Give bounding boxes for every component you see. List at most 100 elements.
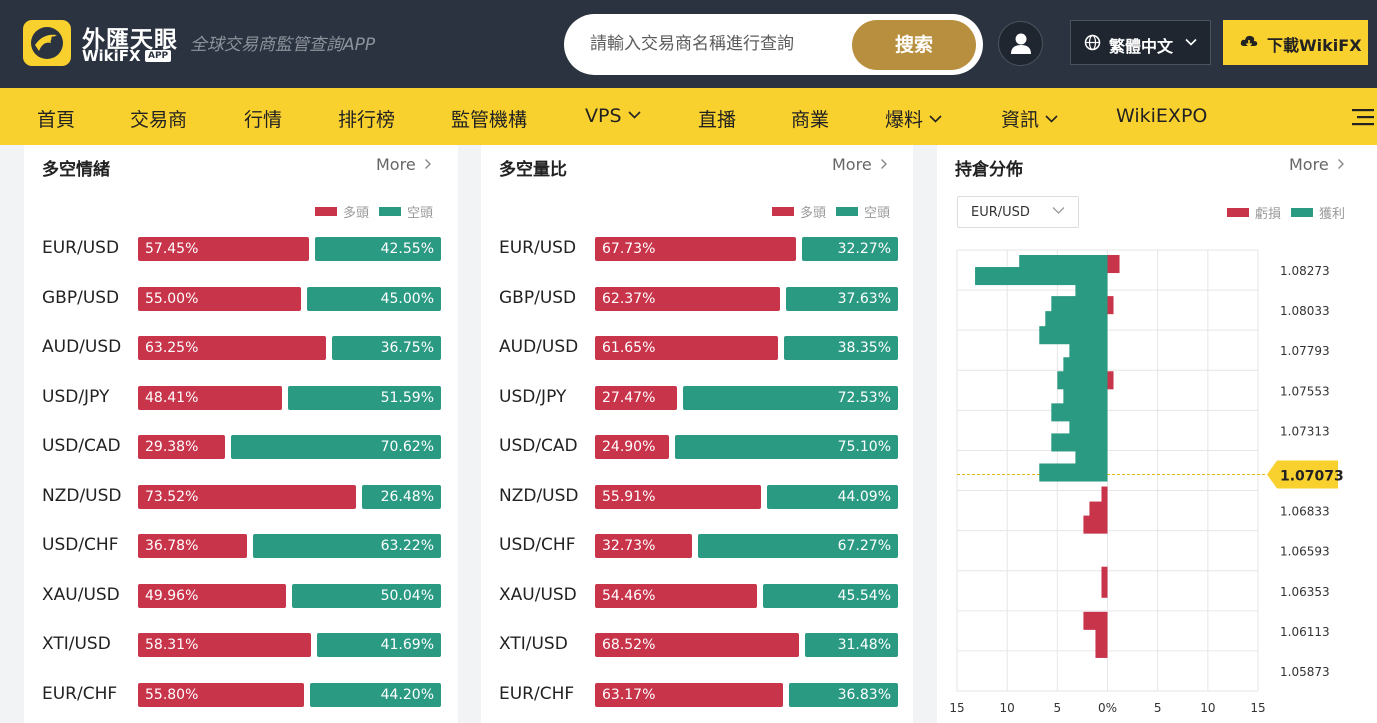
user-account-button[interactable] <box>998 21 1043 66</box>
pair-label: USD/JPY <box>499 386 567 407</box>
chevron-down-icon <box>1052 207 1065 214</box>
pair-row[interactable]: EUR/CHF 63.17% 36.83% <box>481 682 913 707</box>
x-tick-label: 15 <box>949 701 964 715</box>
loss-bar <box>1107 255 1120 274</box>
short-bar: 72.53% <box>683 385 898 410</box>
pair-row[interactable]: USD/CAD 24.90% 75.10% <box>481 435 913 459</box>
more-label: More <box>832 155 872 174</box>
pair-row[interactable]: XTI/USD 58.31% 41.69% <box>24 633 458 657</box>
pair-row[interactable]: GBP/USD 55.00% 45.00% <box>24 286 458 311</box>
short-bar: 44.20% <box>310 682 441 707</box>
position-distribution-chart: 15 10 5 0% 5 10 15 1.08273 1.08033 1.07793 1.07553… <box>949 249 1344 715</box>
pair-label: XAU/USD <box>42 584 120 605</box>
long-bar: 63.25% <box>138 336 326 360</box>
nav-brokers[interactable]: 交易商 <box>130 105 187 132</box>
pair-row[interactable]: NZD/USD 55.91% 44.09% <box>481 484 913 509</box>
more-label: More <box>1289 155 1329 174</box>
long-bar: 62.37% <box>595 286 780 311</box>
profit-bar <box>1039 463 1108 482</box>
chevron-down-icon <box>1045 115 1058 123</box>
brand-app-badge: APP <box>145 50 172 62</box>
short-bar: 36.83% <box>789 682 898 707</box>
long-bar: 55.00% <box>138 286 301 311</box>
nav-market[interactable]: 行情 <box>244 105 282 132</box>
menu-icon[interactable] <box>1352 108 1374 126</box>
pair-label: EUR/CHF <box>499 683 575 704</box>
short-bar: 32.27% <box>802 237 898 261</box>
long-bar: 36.78% <box>138 534 247 558</box>
pair-row[interactable]: GBP/USD 62.37% 37.63% <box>481 286 913 311</box>
nav-home[interactable]: 首頁 <box>37 105 75 132</box>
long-bar: 54.46% <box>595 583 757 608</box>
legend-swatch-short <box>836 207 859 216</box>
loss-bar <box>1101 566 1108 585</box>
y-tick-label: 1.06113 <box>1280 625 1330 639</box>
long-bar: 49.96% <box>138 583 286 608</box>
nav-vps-label: VPS <box>585 105 622 127</box>
legend-long-label: 多頭 <box>343 206 370 221</box>
search-button[interactable]: 搜索 <box>852 20 976 70</box>
pair-row[interactable]: XAU/USD 54.46% 45.54% <box>481 583 913 608</box>
pair-row[interactable]: XTI/USD 68.52% 31.48% <box>481 633 913 657</box>
short-bar: 45.54% <box>763 583 898 608</box>
more-link[interactable]: More <box>376 155 432 174</box>
pair-label: EUR/CHF <box>42 683 118 704</box>
nav-news[interactable]: 資訊 <box>1001 105 1058 132</box>
legend: 虧損 獲利 <box>1217 203 1345 222</box>
chevron-down-icon <box>627 111 641 119</box>
short-bar: 45.00% <box>307 286 441 311</box>
nav-exposure[interactable]: 爆料 <box>885 105 942 132</box>
pair-row[interactable]: USD/JPY 27.47% 72.53% <box>481 385 913 410</box>
x-tick-label: 10 <box>1200 701 1215 715</box>
wikifx-logo[interactable] <box>23 20 71 66</box>
pair-row[interactable]: USD/CHF 36.78% 63.22% <box>24 534 458 558</box>
eagle-logo-icon <box>31 27 63 59</box>
short-bar: 51.59% <box>288 385 441 410</box>
short-bar: 44.09% <box>767 484 898 509</box>
loss-bar <box>1107 296 1114 315</box>
nav-brokers-label: 交易商 <box>130 109 188 131</box>
nav-regulators[interactable]: 監管機構 <box>451 105 527 132</box>
more-link[interactable]: More <box>1289 155 1345 174</box>
pair-row[interactable]: USD/JPY 48.41% 51.59% <box>24 385 458 410</box>
brand-name-cn: 外匯天眼 <box>82 27 178 53</box>
y-tick-label: 1.05873 <box>1280 665 1330 679</box>
nav-live[interactable]: 直播 <box>698 105 736 132</box>
long-bar: 63.17% <box>595 682 783 707</box>
y-tick-label: 1.06593 <box>1280 545 1330 559</box>
pair-row[interactable]: NZD/USD 73.52% 26.48% <box>24 484 458 509</box>
long-bar: 73.52% <box>138 484 356 509</box>
legend-swatch-loss <box>1227 208 1249 217</box>
more-label: More <box>376 155 416 174</box>
legend-profit-label: 獲利 <box>1319 207 1346 222</box>
long-bar: 61.65% <box>595 336 778 360</box>
pair-row[interactable]: AUD/USD 63.25% 36.75% <box>24 336 458 360</box>
pair-row[interactable]: EUR/CHF 55.80% 44.20% <box>24 682 458 707</box>
chevron-down-icon <box>929 115 942 123</box>
long-bar: 29.38% <box>138 435 225 459</box>
nav-wikiexpo[interactable]: WikiEXPO <box>1116 105 1207 127</box>
search-input[interactable] <box>590 32 830 56</box>
more-link[interactable]: More <box>832 155 888 174</box>
pair-label: NZD/USD <box>499 485 579 506</box>
nav-rankings[interactable]: 排行榜 <box>338 105 395 132</box>
pair-label: XTI/USD <box>42 634 111 654</box>
nav-vps[interactable]: VPS <box>585 105 641 127</box>
pair-row[interactable]: USD/CHF 32.73% 67.27% <box>481 534 913 558</box>
pair-row[interactable]: XAU/USD 49.96% 50.04% <box>24 583 458 608</box>
language-selector[interactable]: 繁體中文 <box>1070 20 1211 65</box>
pair-select[interactable]: EUR/USD <box>957 196 1079 228</box>
pair-label: USD/JPY <box>42 386 110 407</box>
pair-row[interactable]: EUR/USD 57.45% 42.55% <box>24 237 458 261</box>
pair-row[interactable]: AUD/USD 61.65% 38.35% <box>481 336 913 360</box>
loss-bar <box>1095 639 1108 658</box>
pair-row[interactable]: USD/CAD 29.38% 70.62% <box>24 435 458 459</box>
long-bar: 55.91% <box>595 484 761 509</box>
pair-row[interactable]: EUR/USD 67.73% 32.27% <box>481 237 913 261</box>
nav-rankings-label: 排行榜 <box>338 109 396 131</box>
download-app-button[interactable]: 下載WikiFX <box>1223 20 1368 65</box>
nav-business[interactable]: 商業 <box>791 105 829 132</box>
long-bar: 27.47% <box>595 385 677 410</box>
legend: 多頭 空頭 <box>305 202 433 221</box>
profit-bar <box>1069 343 1108 362</box>
